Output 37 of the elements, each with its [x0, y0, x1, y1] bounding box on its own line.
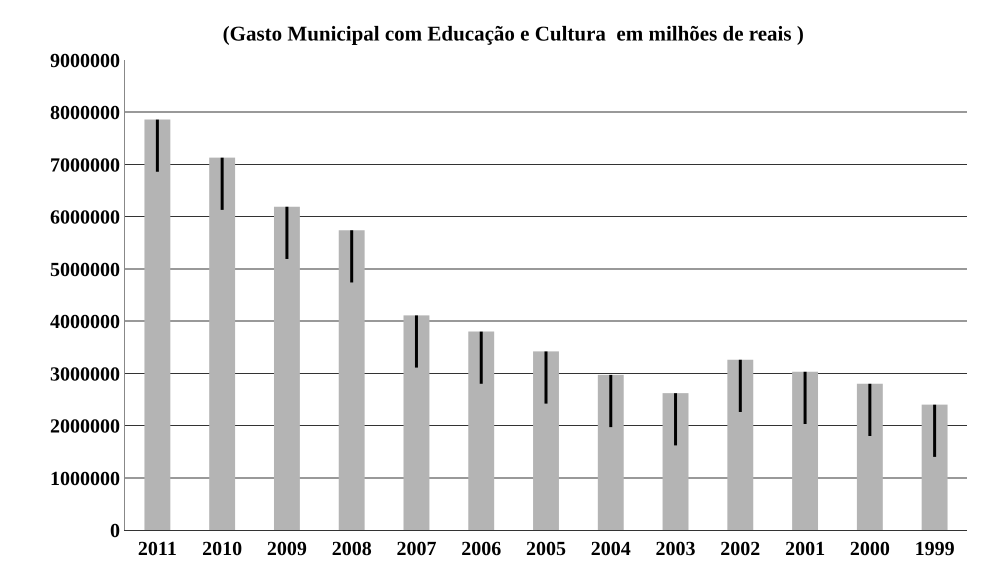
y-tick-label: 0 [110, 520, 120, 542]
x-tick-label: 2001 [785, 538, 826, 560]
bar [662, 393, 688, 530]
x-tick-label: 2004 [590, 538, 631, 560]
x-tick-label: 1999 [914, 538, 955, 560]
bar [468, 332, 494, 530]
x-tick-label: 2000 [850, 538, 890, 560]
bar [144, 120, 170, 530]
chart-title: (Gasto Municipal com Educação e Cultura em milhões de reais ) [222, 22, 804, 46]
bar [533, 351, 559, 530]
bar [792, 372, 818, 530]
x-tick-label: 2010 [202, 538, 242, 560]
x-tick-label: 2009 [266, 538, 307, 560]
x-tick-label: 2003 [656, 538, 696, 560]
bar [922, 404, 948, 530]
y-tick-label: 8000000 [50, 102, 120, 124]
bar [209, 158, 236, 530]
bar [338, 230, 365, 530]
bar [856, 384, 883, 530]
x-tick-label: 2011 [138, 538, 177, 560]
x-tick-label: 2007 [396, 538, 436, 560]
y-tick-label: 2000000 [50, 416, 120, 438]
bar [274, 206, 300, 530]
x-tick-label: 2006 [461, 538, 502, 560]
bar [404, 315, 430, 530]
x-tick-label: 2005 [526, 538, 566, 560]
y-tick-label: 9000000 [50, 50, 120, 72]
y-tick-label: 5000000 [50, 258, 120, 281]
x-tick-label: 2002 [720, 538, 760, 560]
y-tick-label: 1000000 [50, 468, 120, 490]
bar [727, 360, 754, 530]
y-tick-label: 7000000 [50, 154, 120, 176]
x-tick-label: 2008 [332, 538, 372, 560]
y-tick-label: 3000000 [50, 363, 120, 386]
bar [598, 374, 624, 530]
y-tick-label: 6000000 [50, 206, 120, 229]
y-tick-label: 4000000 [50, 311, 120, 334]
